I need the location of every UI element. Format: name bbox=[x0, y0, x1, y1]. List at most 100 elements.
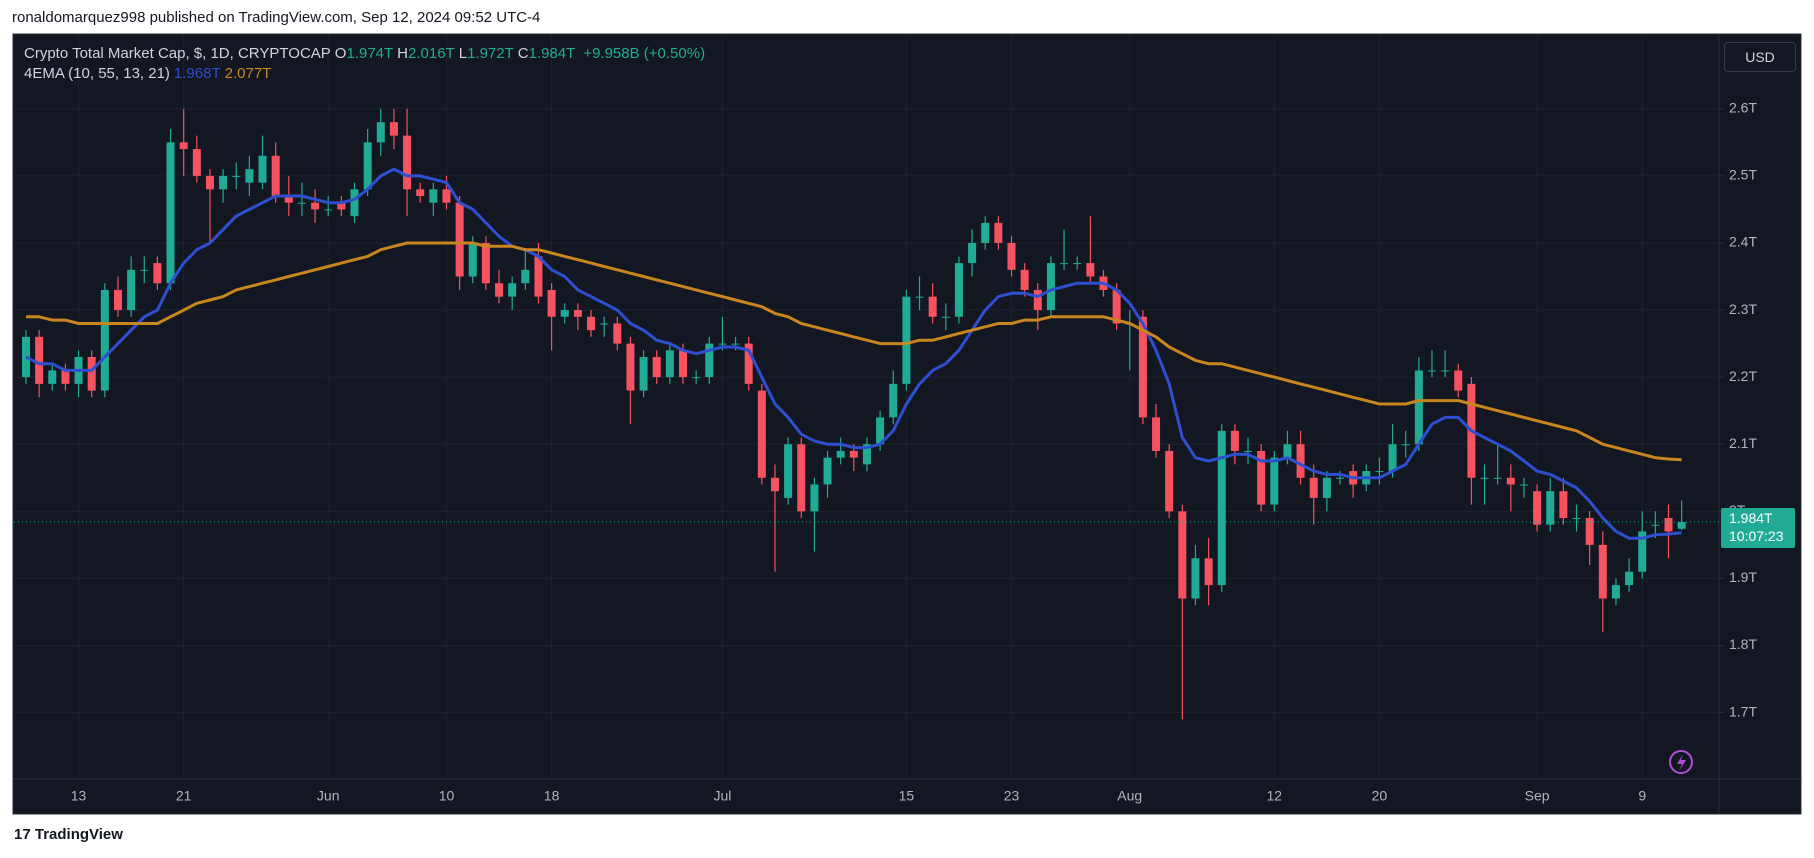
candle-body bbox=[1322, 477, 1331, 498]
candle-body bbox=[61, 370, 70, 384]
candle-body bbox=[915, 296, 924, 298]
candle-body bbox=[534, 256, 543, 297]
x-tick-label: Sep bbox=[1525, 788, 1550, 804]
candle-body bbox=[1493, 477, 1502, 479]
candle-body bbox=[902, 296, 911, 384]
candle-body bbox=[1414, 370, 1423, 445]
candle-body bbox=[337, 202, 346, 210]
y-tick-label: 2.5T bbox=[1729, 167, 1757, 183]
candle-body bbox=[981, 222, 990, 243]
candle-body bbox=[100, 289, 109, 391]
x-tick-label: 20 bbox=[1372, 788, 1388, 804]
candle-body bbox=[1165, 450, 1174, 512]
candle-body bbox=[626, 343, 635, 391]
candle-body bbox=[573, 310, 582, 317]
candle-body bbox=[652, 357, 661, 378]
candle-body bbox=[731, 343, 740, 345]
ohlc-key: C bbox=[517, 45, 529, 62]
candle-body bbox=[192, 149, 201, 176]
candle-body bbox=[784, 444, 793, 498]
candle-body bbox=[665, 350, 674, 378]
x-tick-label: 12 bbox=[1267, 788, 1283, 804]
candle-body bbox=[613, 323, 622, 344]
candle-body bbox=[679, 350, 687, 378]
y-tick-label: 2.4T bbox=[1729, 234, 1757, 250]
candle-body bbox=[1152, 417, 1161, 451]
x-tick-label: 18 bbox=[544, 788, 560, 804]
candle-body bbox=[928, 296, 937, 317]
candle-body bbox=[1336, 477, 1344, 479]
candle-body bbox=[205, 175, 214, 190]
candle-body bbox=[810, 484, 819, 512]
last-price-label: 1.984T bbox=[1729, 510, 1773, 526]
candle-body bbox=[954, 263, 963, 317]
ema-line bbox=[26, 241, 1682, 462]
candle-body bbox=[1033, 289, 1042, 311]
alert-icon[interactable] bbox=[1669, 750, 1693, 774]
candle-body bbox=[560, 310, 569, 317]
candle-body bbox=[941, 316, 950, 318]
brand: 17 TradingView bbox=[14, 826, 123, 843]
candle-body bbox=[455, 202, 464, 277]
candle-body bbox=[245, 169, 254, 183]
candle-body bbox=[1244, 450, 1253, 452]
candle-body bbox=[1060, 263, 1069, 265]
candle-body bbox=[1519, 484, 1528, 486]
candle-body bbox=[495, 283, 504, 297]
brand-logo: 17 bbox=[14, 826, 35, 843]
candle-body bbox=[587, 316, 596, 331]
countdown: 10:07:23 bbox=[1729, 528, 1784, 544]
candle-body bbox=[1506, 477, 1515, 485]
alert-bolt[interactable] bbox=[1677, 754, 1686, 771]
symbol-row: Crypto Total Market Cap, $, 1D, CRYPTOCA… bbox=[24, 44, 709, 64]
ohlc-key: H bbox=[397, 45, 409, 62]
x-tick-label: 9 bbox=[1638, 788, 1646, 804]
candle-body bbox=[311, 202, 320, 210]
candle-body bbox=[521, 269, 530, 284]
candle-body bbox=[442, 189, 451, 203]
ema-line bbox=[25, 167, 1682, 540]
y-tick-label: 1.7T bbox=[1729, 703, 1757, 719]
currency-button[interactable]: USD bbox=[1724, 42, 1796, 72]
candle-body bbox=[1625, 571, 1634, 586]
ohlc-value: 2.016T bbox=[408, 45, 455, 62]
y-tick-label: 2.1T bbox=[1729, 435, 1757, 451]
ema-value: 1.968T bbox=[173, 65, 221, 82]
x-tick-label: 21 bbox=[176, 788, 192, 804]
candle-body bbox=[376, 122, 385, 143]
candle-body bbox=[1112, 289, 1121, 324]
y-tick-label: 1.8T bbox=[1729, 636, 1757, 652]
candle-body bbox=[429, 189, 438, 203]
candle-body bbox=[1585, 518, 1594, 545]
candle-body bbox=[1073, 263, 1082, 265]
candle-body bbox=[1375, 471, 1384, 473]
candle-body bbox=[1191, 558, 1200, 599]
candle-body bbox=[403, 135, 412, 190]
candle-body bbox=[297, 202, 306, 204]
grid bbox=[14, 35, 1719, 779]
x-tick-label: Jul bbox=[713, 788, 731, 804]
candle-body bbox=[744, 343, 753, 384]
candle-body bbox=[968, 242, 977, 264]
candle-body bbox=[468, 242, 477, 277]
candle-body bbox=[876, 417, 885, 445]
candle-body bbox=[1598, 544, 1607, 599]
y-tick-label: 2.6T bbox=[1729, 99, 1757, 115]
ohlc-value: 1.974T bbox=[346, 45, 394, 62]
candle-body bbox=[258, 155, 267, 183]
y-tick-label: 1.9T bbox=[1729, 569, 1757, 585]
alert-circle[interactable] bbox=[1669, 750, 1693, 774]
candle-body bbox=[1611, 585, 1620, 599]
candle-body bbox=[1388, 444, 1397, 472]
legend: Crypto Total Market Cap, $, 1D, CRYPTOCA… bbox=[24, 44, 709, 84]
candle-body bbox=[862, 444, 871, 465]
chart-frame bbox=[12, 33, 1802, 815]
candle-body bbox=[1230, 430, 1239, 451]
x-tick-label: 10 bbox=[439, 788, 455, 804]
x-tick-label: Jun bbox=[317, 788, 340, 804]
candle-body bbox=[416, 189, 425, 197]
candle-body bbox=[639, 357, 648, 391]
x-tick-label: Aug bbox=[1117, 788, 1142, 804]
